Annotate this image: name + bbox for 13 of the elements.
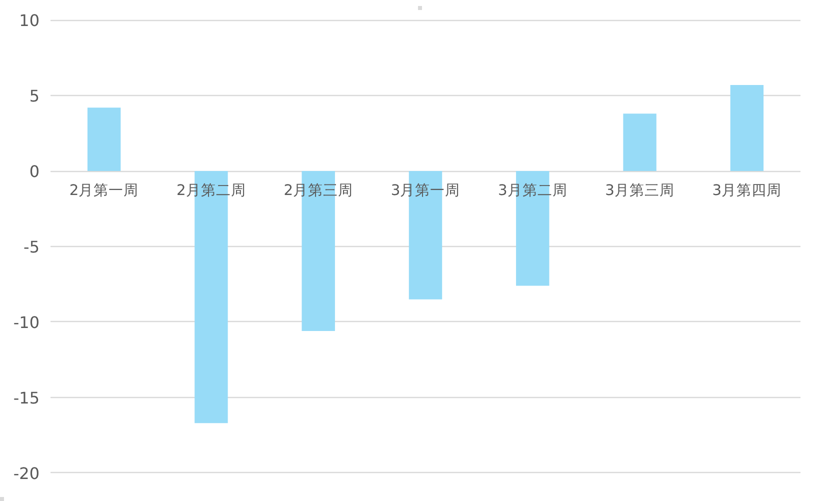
y-tick-label: -15 xyxy=(13,388,40,408)
y-tick-label: -20 xyxy=(13,464,40,483)
bar xyxy=(87,108,121,172)
x-tick-label: 3月第三周 xyxy=(605,182,674,200)
y-tick-label: 5 xyxy=(29,86,40,106)
x-tick-label: 2月第一周 xyxy=(69,182,139,200)
y-tick-label: 10 xyxy=(19,11,40,30)
bar xyxy=(730,84,764,172)
y-tick-label: -10 xyxy=(13,312,40,332)
y-tick-label: -5 xyxy=(24,238,40,256)
x-tick-label: 3月第四周 xyxy=(712,182,782,200)
y-tick-label: 0 xyxy=(29,162,40,182)
bar xyxy=(623,114,656,172)
